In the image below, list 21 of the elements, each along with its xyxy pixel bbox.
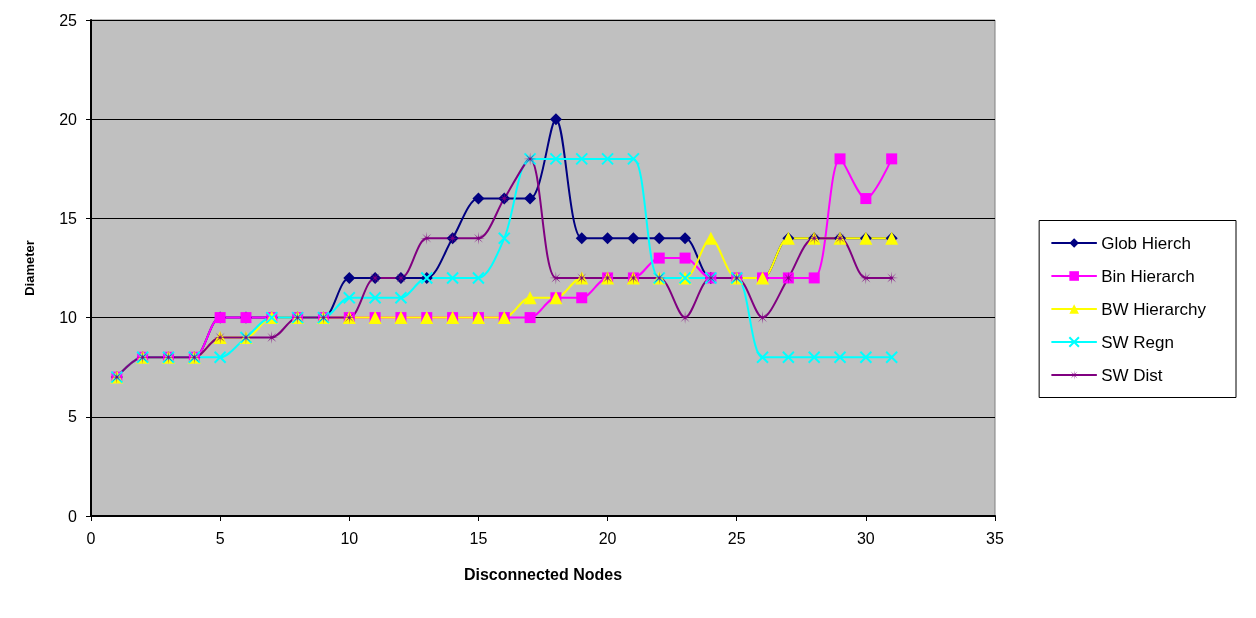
legend-label: Bin Hierarch (1101, 266, 1195, 286)
y-tick-label: 0 (68, 507, 78, 525)
legend-label: SW Regn (1101, 332, 1174, 352)
x-tick-label: 5 (215, 529, 225, 547)
y-tick-label: 5 (68, 408, 78, 426)
x-tick-label: 15 (469, 529, 488, 547)
x-tick-label: 35 (986, 529, 1004, 547)
x-tick-label: 20 (598, 529, 617, 547)
legend-label: Glob Hierch (1101, 233, 1191, 253)
legend-label: BW Hierarchy (1101, 299, 1207, 319)
y-axis-title: Diameter (22, 240, 37, 296)
y-tick-label: 25 (59, 11, 78, 29)
x-tick-label: 0 (86, 529, 96, 547)
x-tick-label: 10 (340, 529, 359, 547)
x-axis-title: Disconnected Nodes (463, 565, 623, 583)
x-tick-label: 30 (856, 529, 875, 547)
legend-label: SW Dist (1101, 365, 1163, 385)
y-tick-label: 10 (59, 309, 78, 327)
y-tick-label: 20 (59, 110, 78, 128)
y-tick-label: 15 (59, 209, 78, 227)
x-tick-label: 25 (727, 529, 746, 547)
